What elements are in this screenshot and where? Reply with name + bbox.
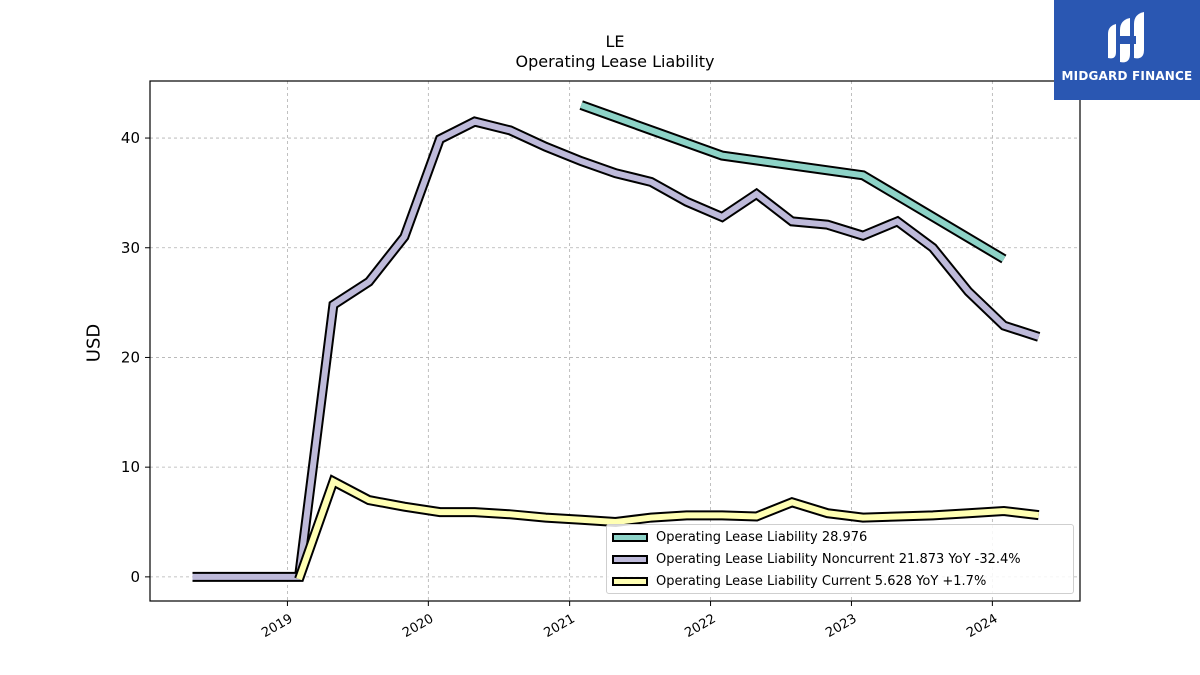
x-tick-label: 2020	[400, 611, 436, 641]
series-layer	[192, 100, 1041, 582]
brand-text: MIDGARD FINANCE	[1061, 69, 1193, 83]
x-tick-label: 2024	[964, 611, 1000, 641]
series-line	[296, 477, 1040, 581]
chart-title: LE	[605, 32, 625, 51]
y-tick-label: 20	[121, 348, 140, 366]
brand-logo: MIDGARD FINANCE	[1054, 0, 1200, 100]
legend-swatch-total	[612, 532, 648, 542]
y-tick-label: 40	[121, 129, 140, 147]
logo-mark-icon	[1108, 12, 1144, 63]
series-line	[580, 102, 1006, 262]
legend-item-total: Operating Lease Liability 28.976	[612, 528, 867, 546]
legend-swatch-noncurrent	[612, 554, 648, 564]
legend-label-total: Operating Lease Liability 28.976	[656, 529, 868, 545]
plot-frame	[149, 80, 1081, 602]
legend-item-current: Operating Lease Liability Current 5.628 …	[612, 572, 986, 590]
legend-swatch-current	[612, 576, 648, 586]
y-tick-label: 30	[121, 239, 140, 257]
series-1	[192, 116, 1041, 582]
legend-item-noncurrent: Operating Lease Liability Noncurrent 21.…	[612, 550, 1021, 568]
y-axis-label: USD	[83, 323, 105, 363]
series-0	[579, 100, 1007, 264]
legend-label-noncurrent: Operating Lease Liability Noncurrent 21.…	[656, 551, 1021, 567]
x-tick-label: 2022	[682, 611, 718, 641]
x-tick-label: 2019	[259, 611, 295, 641]
legend-label-current: Operating Lease Liability Current 5.628 …	[656, 573, 987, 589]
x-tick-label: 2023	[823, 611, 859, 641]
chart-subtitle: Operating Lease Liability	[515, 52, 715, 71]
series-line	[192, 118, 1040, 580]
series-2	[294, 474, 1040, 581]
x-tick-label: 2021	[541, 611, 577, 641]
y-tick-label: 10	[121, 458, 140, 476]
legend: Operating Lease Liability 28.976 Operati…	[606, 524, 1074, 594]
y-tick-label: 0	[130, 568, 140, 586]
